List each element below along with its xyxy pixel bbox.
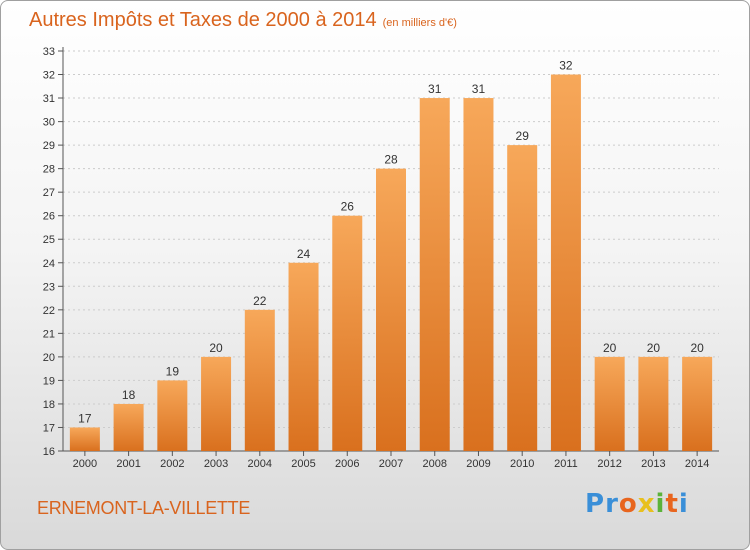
y-tick-label: 31 — [43, 93, 55, 105]
y-tick-label: 24 — [43, 258, 55, 270]
y-tick-label: 18 — [43, 399, 55, 411]
bar-2004 — [244, 309, 275, 451]
y-tick-label: 32 — [43, 70, 55, 82]
x-tick-label-2013: 2013 — [641, 458, 665, 470]
y-tick-label: 16 — [43, 446, 55, 458]
data-label-2014: 20 — [690, 341, 704, 355]
bar-2009 — [463, 98, 494, 451]
x-tick-label-2002: 2002 — [160, 458, 184, 470]
y-tick-label: 29 — [43, 140, 55, 152]
bar-2014 — [682, 356, 713, 451]
y-tick-label: 23 — [43, 281, 55, 293]
bar-2008 — [419, 98, 450, 451]
x-tick-label-2008: 2008 — [422, 458, 446, 470]
logo-letter: i — [655, 489, 666, 519]
data-label-2000: 17 — [78, 411, 92, 425]
x-tick-label-2004: 2004 — [248, 458, 272, 470]
bar-2013 — [638, 356, 669, 451]
bars — [69, 74, 713, 451]
y-tick-label: 22 — [43, 305, 55, 317]
y-tick-label: 21 — [43, 328, 55, 340]
bar-2003 — [201, 356, 232, 451]
data-label-2007: 28 — [384, 153, 398, 167]
x-tick-label-2005: 2005 — [291, 458, 315, 470]
data-label-2009: 31 — [472, 82, 486, 96]
y-tick-label: 28 — [43, 164, 55, 176]
labels: 16 17 18 19 20 21 22 23 24 25 26 27 28 29 30 31 32 33 17 20… — [43, 46, 710, 470]
bar-2005 — [288, 262, 319, 451]
bar-2001 — [113, 403, 144, 451]
chart-title-text: Autres Impôts et Taxes de 2000 à 2014 — [29, 9, 377, 31]
logo-letter: o — [618, 489, 638, 519]
bar-2012 — [594, 356, 625, 451]
data-label-2001: 18 — [122, 388, 136, 402]
y-tick-label: 27 — [43, 187, 55, 199]
data-label-2002: 19 — [166, 364, 180, 378]
logo-letter: r — [605, 489, 619, 519]
x-tick-label-2009: 2009 — [466, 458, 490, 470]
y-tick-label: 25 — [43, 234, 55, 246]
logo-letter: P — [585, 489, 606, 519]
x-tick-label-2010: 2010 — [510, 458, 534, 470]
logo-letter: i — [678, 489, 689, 519]
logo-letter: x — [637, 489, 656, 519]
data-label-2011: 32 — [559, 59, 573, 73]
data-label-2004: 22 — [253, 294, 267, 308]
x-tick-label-2014: 2014 — [685, 458, 709, 470]
bar-2007 — [376, 168, 406, 451]
data-label-2013: 20 — [647, 341, 661, 355]
x-tick-label-2006: 2006 — [335, 458, 359, 470]
y-tick-label: 17 — [43, 422, 55, 434]
data-label-2010: 29 — [516, 129, 530, 143]
y-tick-label: 33 — [43, 46, 55, 58]
bar-2002 — [157, 380, 188, 451]
x-tick-label-2012: 2012 — [597, 458, 621, 470]
logo-letter: t — [665, 489, 679, 519]
data-label-2005: 24 — [297, 247, 311, 261]
bar-2010 — [507, 145, 538, 451]
proxiti-logo: Proxiti — [585, 489, 689, 519]
x-tick-label-2007: 2007 — [379, 458, 403, 470]
y-tick-label: 30 — [43, 117, 55, 129]
data-label-2003: 20 — [209, 341, 223, 355]
data-label-2012: 20 — [603, 341, 617, 355]
x-tick-label-2001: 2001 — [116, 458, 140, 470]
bar-2006 — [332, 215, 363, 451]
chart-title: Autres Impôts et Taxes de 2000 à 2014 (en… — [29, 9, 457, 32]
data-label-2008: 31 — [428, 82, 442, 96]
bar-2011 — [550, 74, 581, 451]
x-tick-label-2011: 2011 — [554, 458, 578, 470]
data-label-2006: 26 — [341, 200, 355, 214]
x-tick-label-2003: 2003 — [204, 458, 228, 470]
y-tick-label: 20 — [43, 352, 55, 364]
x-tick-label-2000: 2000 — [73, 458, 97, 470]
commune-name: ERNEMONT-LA-VILLETTE — [37, 498, 251, 518]
bar-2000 — [69, 427, 100, 451]
y-tick-label: 19 — [43, 375, 55, 387]
y-tick-label: 26 — [43, 211, 55, 223]
chart-subtitle: (en milliers d'€) — [382, 17, 457, 29]
